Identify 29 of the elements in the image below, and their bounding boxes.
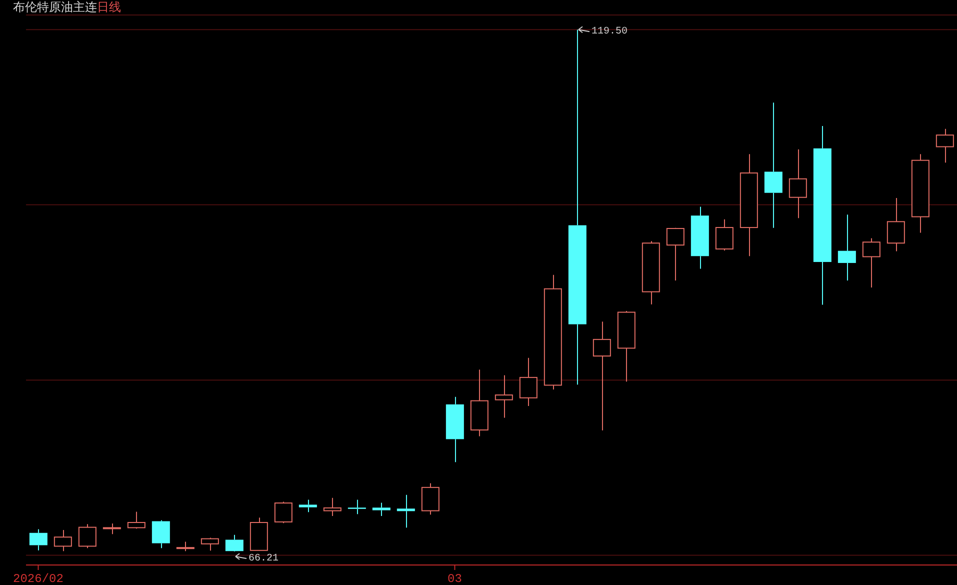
candlestick [225, 534, 244, 552]
candlestick [494, 374, 513, 418]
candlestick [592, 321, 611, 431]
candlestick [29, 528, 48, 551]
candlestick [372, 502, 390, 517]
candlestick [568, 29, 586, 386]
chart-subtitle: 日线 [97, 0, 121, 14]
annotation: 119.50 [592, 26, 628, 38]
candlestick [396, 494, 415, 528]
candlestick [446, 396, 464, 463]
candlestick [740, 154, 758, 257]
candlestick [298, 499, 317, 513]
x-tick-label: 2026/02 [13, 572, 64, 585]
candlestick [813, 125, 832, 306]
candlestick [348, 499, 366, 515]
candlestick [764, 102, 782, 228]
chart-title: 布伦特原油主连 [13, 0, 97, 14]
candlestick [838, 214, 856, 281]
candlestick [886, 198, 905, 252]
x-tick-label: 03 [448, 572, 462, 585]
candlestick [54, 529, 72, 552]
candlestick [519, 357, 538, 407]
annotation: 66.21 [248, 553, 279, 564]
candlestick [544, 274, 562, 390]
candlestick [323, 497, 342, 517]
candlestick [690, 206, 709, 270]
candlestick [152, 520, 170, 549]
candlestick [788, 148, 807, 219]
candlestick [911, 154, 930, 234]
